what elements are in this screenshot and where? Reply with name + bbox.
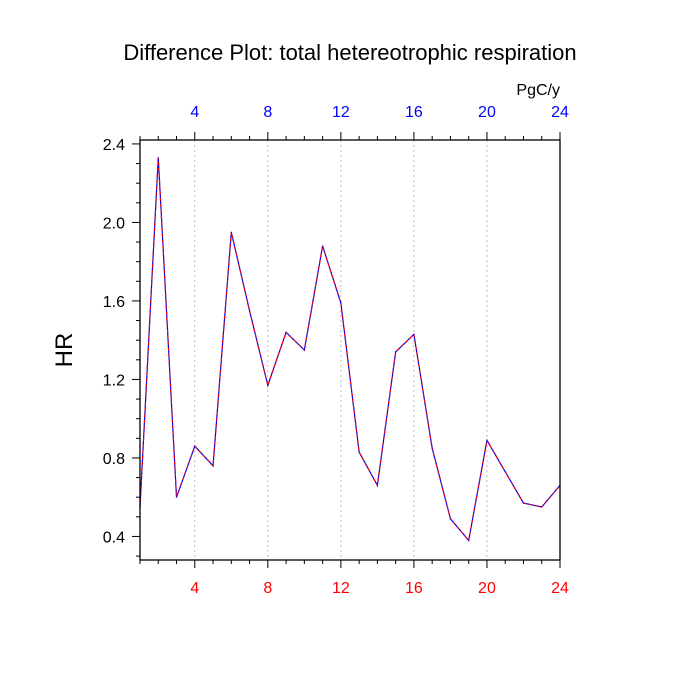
data-point bbox=[285, 331, 287, 333]
x-tick-label-top: 16 bbox=[405, 104, 423, 121]
x-tick-label-top: 20 bbox=[478, 104, 496, 121]
y-tick-label: 0.4 bbox=[103, 529, 125, 546]
data-point bbox=[376, 484, 378, 487]
x-tick-label-bottom: 4 bbox=[190, 580, 199, 597]
y-tick-label: 1.6 bbox=[103, 294, 125, 311]
data-point bbox=[431, 447, 433, 449]
x-tick-label-bottom: 12 bbox=[332, 580, 350, 597]
data-point bbox=[194, 445, 196, 447]
data-point bbox=[340, 302, 342, 304]
data-point bbox=[175, 496, 178, 498]
x-tick-label-top: 24 bbox=[551, 104, 569, 121]
x-tick-label-bottom: 24 bbox=[551, 580, 569, 597]
y-tick-label: 0.8 bbox=[103, 451, 125, 468]
series-group bbox=[139, 157, 561, 542]
units-label: PgC/y bbox=[516, 82, 560, 99]
y-tick-label: 1.2 bbox=[103, 372, 125, 389]
data-point bbox=[322, 245, 324, 247]
data-point bbox=[157, 157, 159, 159]
series-line-dash bbox=[139, 157, 561, 542]
data-point bbox=[267, 384, 269, 386]
data-point bbox=[212, 465, 214, 467]
data-point bbox=[486, 439, 488, 441]
data-point bbox=[303, 349, 305, 351]
data-point bbox=[358, 451, 360, 453]
axis-ticks bbox=[132, 132, 561, 568]
x-tick-label-top: 8 bbox=[263, 104, 272, 121]
y-tick-label: 2.4 bbox=[103, 137, 125, 154]
data-point bbox=[230, 231, 232, 233]
x-tick-label-bottom: 8 bbox=[263, 580, 272, 597]
data-point bbox=[449, 518, 452, 520]
data-point bbox=[504, 471, 506, 473]
plot-frame bbox=[139, 139, 561, 561]
series-line bbox=[139, 157, 561, 542]
x-tick-label-top: 4 bbox=[190, 104, 199, 121]
tick-labels: 4 4 8 8 12 12 16 16 20 20 24 24 0.4 0.8 1.2 1.6 2.0 2.4 bbox=[103, 104, 569, 597]
data-point bbox=[395, 351, 397, 353]
y-tick-label: 2.0 bbox=[103, 215, 125, 232]
x-tick-label-bottom: 16 bbox=[405, 580, 423, 597]
grid-lines bbox=[194, 140, 488, 560]
y-axis-label: HR bbox=[51, 333, 78, 368]
x-tick-label-bottom: 20 bbox=[478, 580, 496, 597]
data-point bbox=[522, 502, 525, 504]
data-point bbox=[413, 333, 415, 335]
chart-title: Difference Plot: total hetereotrophic re… bbox=[123, 40, 576, 65]
data-point bbox=[248, 310, 251, 312]
data-point bbox=[541, 506, 543, 508]
data-point bbox=[468, 539, 470, 541]
x-tick-label-top: 12 bbox=[332, 104, 350, 121]
